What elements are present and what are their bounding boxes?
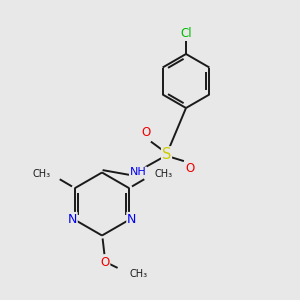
Text: S: S (162, 147, 171, 162)
Text: CH₃: CH₃ (129, 269, 147, 279)
Text: O: O (186, 162, 195, 176)
Text: CH₃: CH₃ (33, 169, 51, 179)
Text: Cl: Cl (180, 27, 192, 40)
Text: O: O (141, 126, 150, 139)
Text: NH: NH (130, 167, 146, 177)
Text: CH₃: CH₃ (155, 169, 173, 179)
Text: O: O (100, 256, 109, 269)
Text: N: N (127, 213, 136, 226)
Text: N: N (68, 213, 77, 226)
